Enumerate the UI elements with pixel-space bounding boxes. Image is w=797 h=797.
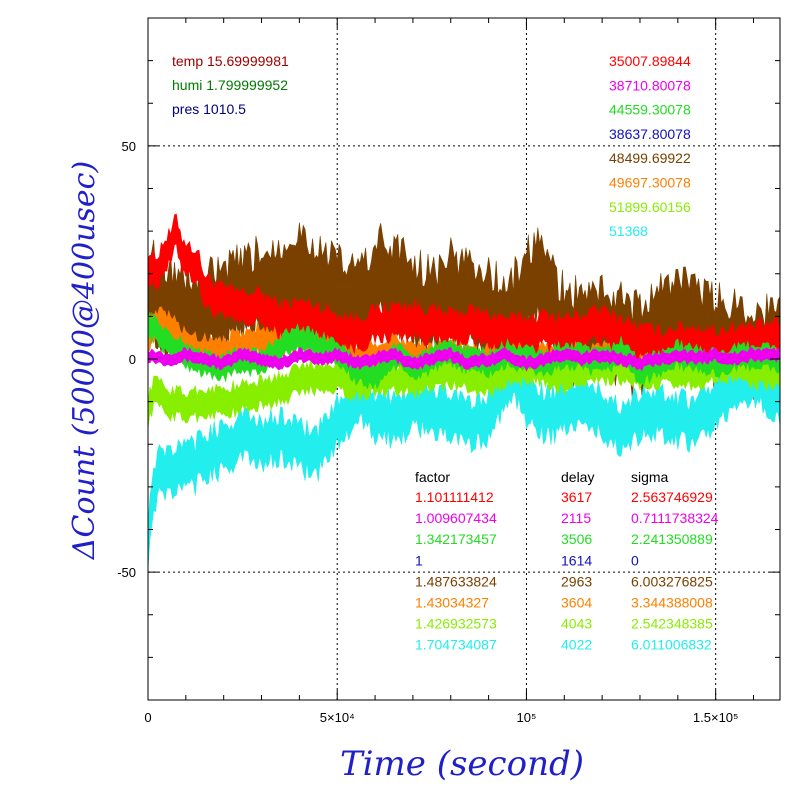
series-line-7 <box>148 379 780 539</box>
value-legend: 35007.89844 38710.80078 44559.30078 38637.8… <box>609 53 691 239</box>
legend-value-0: 35007.89844 <box>609 53 691 69</box>
env-label-pres: pres 1010.5 <box>172 101 246 117</box>
stats-factor-5: 1.43034327 <box>415 595 489 611</box>
stats-table: factor delay sigma 1.101111412 3617 2.5637… <box>415 469 719 653</box>
stats-factor-6: 1.426932573 <box>415 616 497 632</box>
stats-sigma-2: 2.241350889 <box>631 531 713 547</box>
stats-header-delay: delay <box>561 469 594 485</box>
series-line-0 <box>148 228 780 347</box>
stats-factor-7: 1.704734087 <box>415 637 497 653</box>
stats-delay-7: 4022 <box>561 637 592 653</box>
stats-delay-4: 2963 <box>561 573 592 589</box>
legend-value-6: 51899.60156 <box>609 199 691 215</box>
stats-delay-3: 1614 <box>561 552 592 568</box>
legend-value-7: 51368 <box>609 223 648 239</box>
stats-delay-5: 3604 <box>561 595 592 611</box>
stats-delay-6: 4043 <box>561 616 592 632</box>
legend-value-3: 38637.80078 <box>609 126 691 142</box>
stats-factor-4: 1.487633824 <box>415 573 497 589</box>
x-tick-label-3: 1.5×10⁵ <box>693 710 739 725</box>
stats-sigma-0: 2.563746929 <box>631 489 713 505</box>
series-band-1 <box>148 346 780 372</box>
y-axis-label: ΔCount (50000@400usec) <box>67 161 102 560</box>
y-tick-label-2: -50 <box>117 565 136 580</box>
stats-sigma-4: 6.003276825 <box>631 573 713 589</box>
stats-header-factor: factor <box>415 469 450 485</box>
stats-sigma-7: 6.011006832 <box>631 637 712 653</box>
stats-factor-1: 1.009607434 <box>415 510 497 526</box>
series-1 <box>148 346 780 372</box>
stats-rows: 1.101111412 3617 2.563746929 1.009607434 211… <box>415 489 719 653</box>
env-label-temp: temp 15.69999981 <box>172 53 289 69</box>
stats-delay-2: 3506 <box>561 531 592 547</box>
stats-header-sigma: sigma <box>631 469 669 485</box>
y-tick-label-0: 50 <box>122 139 136 154</box>
stats-sigma-3: 0 <box>631 552 639 568</box>
legend-value-4: 48499.69922 <box>609 150 691 166</box>
x-tick-label-1: 5×10⁴ <box>320 710 355 725</box>
stats-factor-0: 1.101111412 <box>415 489 494 505</box>
env-legend: temp 15.69999981 humi 1.799999952 pres 1… <box>172 53 289 117</box>
stats-sigma-1: 0.7111738324 <box>631 510 719 526</box>
legend-value-2: 44559.30078 <box>609 102 691 118</box>
ticks: 0 5×10⁴ 10⁵ 1.5×10⁵ 50 0 -50 <box>117 17 780 725</box>
series-line-1 <box>148 353 780 365</box>
env-label-humi: humi 1.799999952 <box>172 77 288 93</box>
series-layer <box>148 213 780 570</box>
stats-delay-1: 2115 <box>561 510 591 526</box>
x-tick-label-0: 0 <box>144 710 151 725</box>
y-tick-label-1: 0 <box>129 352 136 367</box>
stats-sigma-6: 2.542348385 <box>631 616 713 632</box>
stats-factor-2: 1.342173457 <box>415 531 497 547</box>
legend-value-1: 38710.80078 <box>609 77 691 93</box>
x-tick-label-2: 10⁵ <box>517 710 537 725</box>
stats-factor-3: 1 <box>415 552 423 568</box>
x-axis-label: Time (second) <box>340 744 584 784</box>
legend-value-5: 49697.30078 <box>609 175 691 191</box>
stats-delay-0: 3617 <box>561 489 592 505</box>
stats-sigma-5: 3.344388008 <box>631 595 713 611</box>
